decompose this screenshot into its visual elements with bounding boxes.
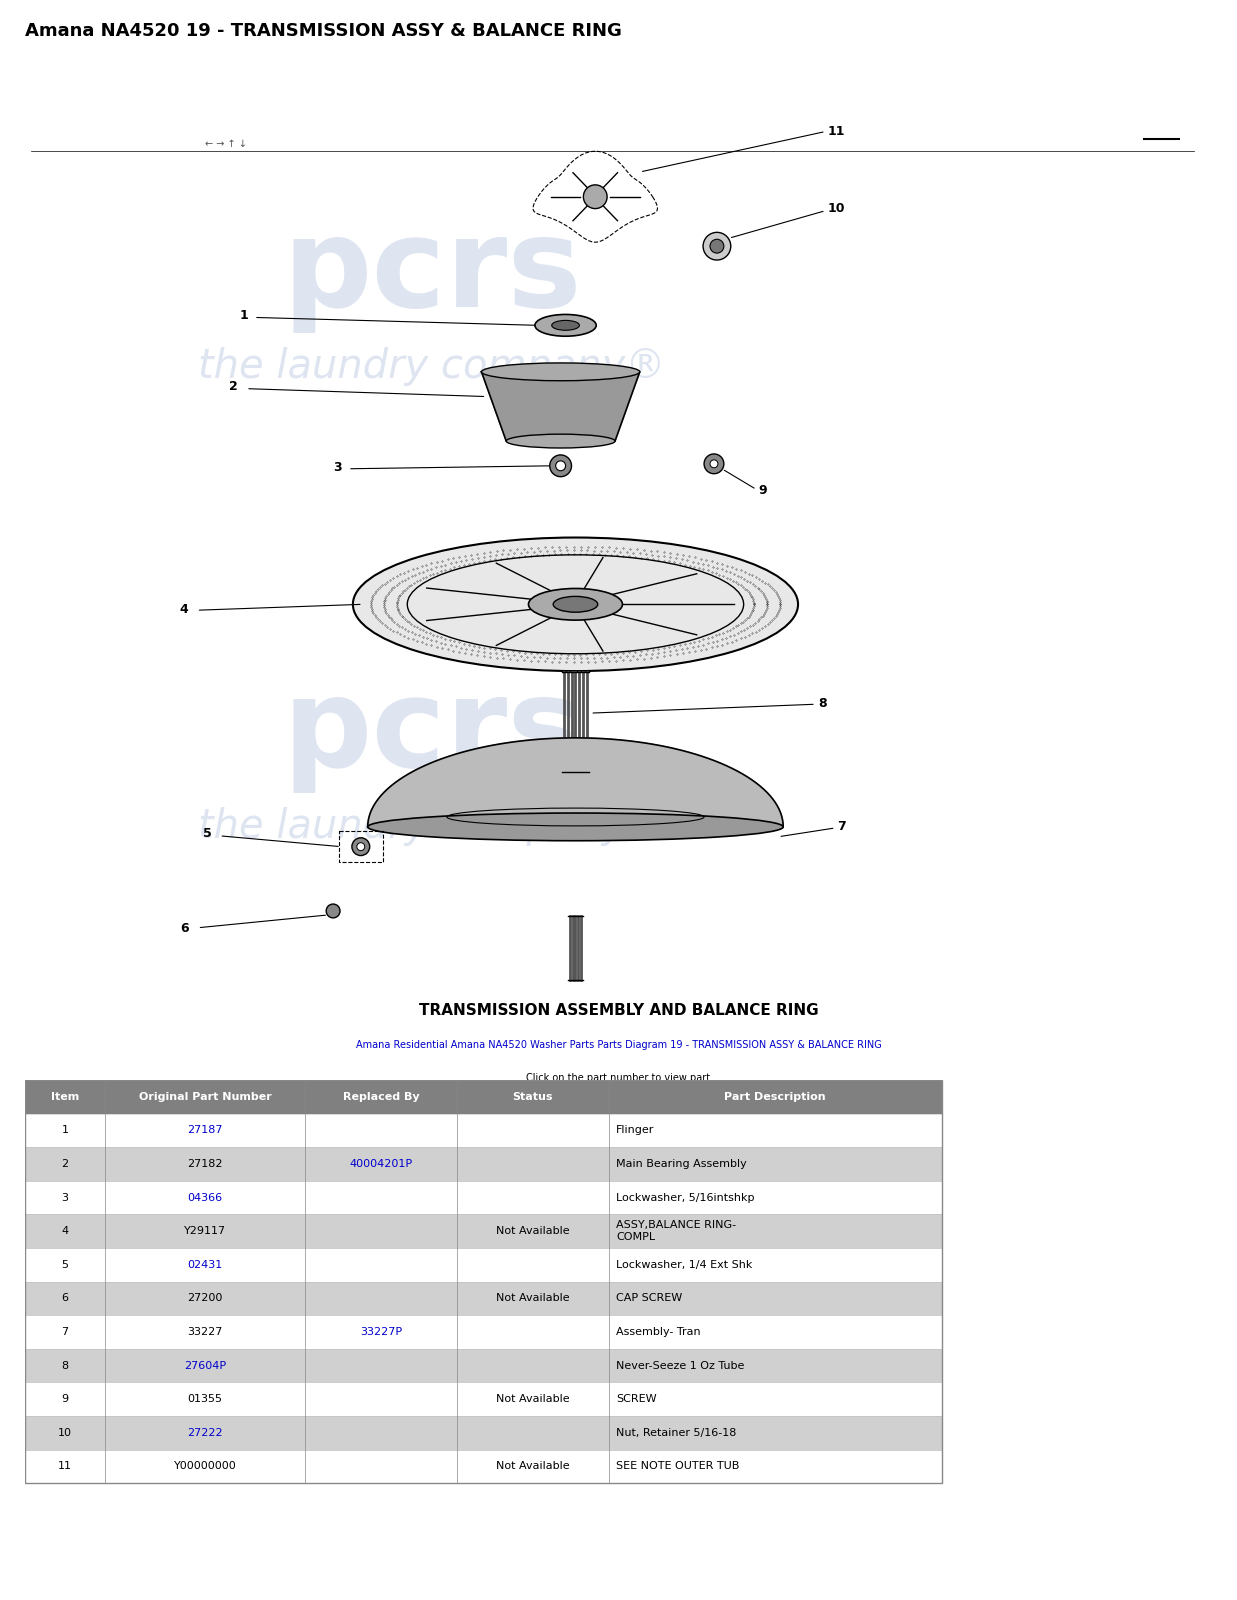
Text: Amana Residential Amana NA4520 Washer Parts Parts Diagram 19 - TRANSMISSION ASSY: Amana Residential Amana NA4520 Washer Pa…	[355, 1040, 882, 1050]
Text: 02431: 02431	[188, 1259, 223, 1270]
Ellipse shape	[481, 363, 640, 381]
Text: TRANSMISSION ASSEMBLY AND BALANCE RING: TRANSMISSION ASSEMBLY AND BALANCE RING	[418, 1003, 819, 1019]
Text: SEE NOTE OUTER TUB: SEE NOTE OUTER TUB	[616, 1461, 740, 1472]
Text: 9: 9	[62, 1394, 69, 1405]
Text: ← → ↑ ↓: ← → ↑ ↓	[204, 139, 246, 149]
Text: Not Available: Not Available	[496, 1461, 570, 1472]
Text: Main Bearing Assembly: Main Bearing Assembly	[616, 1158, 747, 1170]
Text: 2: 2	[229, 381, 238, 394]
Text: 3: 3	[333, 461, 341, 474]
Circle shape	[327, 904, 340, 918]
Ellipse shape	[534, 315, 596, 336]
Bar	[25, 1080, 941, 1483]
Text: the laundry company®: the laundry company®	[198, 806, 666, 846]
Circle shape	[351, 838, 370, 856]
Ellipse shape	[367, 813, 783, 840]
Ellipse shape	[552, 320, 579, 330]
Text: 6: 6	[62, 1293, 68, 1304]
Ellipse shape	[528, 589, 622, 621]
Text: ASSY,BALANCE RING-
COMPL: ASSY,BALANCE RING- COMPL	[616, 1221, 736, 1242]
Text: 11: 11	[58, 1461, 72, 1472]
Bar	[25, 1382, 941, 1416]
Text: 6: 6	[179, 922, 188, 936]
Circle shape	[710, 459, 717, 467]
Text: Status: Status	[513, 1091, 553, 1102]
Bar	[339, 830, 382, 862]
Text: Part Description: Part Description	[725, 1091, 826, 1102]
Text: Not Available: Not Available	[496, 1293, 570, 1304]
Polygon shape	[367, 738, 783, 827]
Text: Never-Seeze 1 Oz Tube: Never-Seeze 1 Oz Tube	[616, 1360, 745, 1371]
Polygon shape	[481, 371, 640, 442]
Text: 40004201P: 40004201P	[349, 1158, 413, 1170]
Text: 11: 11	[828, 125, 845, 138]
Text: CAP SCREW: CAP SCREW	[616, 1293, 683, 1304]
Text: 10: 10	[828, 202, 845, 214]
Text: 33227P: 33227P	[360, 1326, 402, 1338]
Text: Lockwasher, 1/4 Ext Shk: Lockwasher, 1/4 Ext Shk	[616, 1259, 752, 1270]
Text: 5: 5	[62, 1259, 68, 1270]
Text: Not Available: Not Available	[496, 1226, 570, 1237]
Bar	[25, 1147, 941, 1181]
Bar	[25, 1349, 941, 1382]
Text: the laundry company®: the laundry company®	[198, 347, 666, 386]
Text: Assembly- Tran: Assembly- Tran	[616, 1326, 700, 1338]
Text: 4: 4	[62, 1226, 69, 1237]
Circle shape	[710, 240, 724, 253]
Text: Item: Item	[51, 1091, 79, 1102]
Text: 27222: 27222	[188, 1427, 223, 1438]
Bar	[25, 1248, 941, 1282]
Text: 7: 7	[62, 1326, 69, 1338]
Text: 1: 1	[62, 1125, 68, 1136]
Bar	[25, 1181, 941, 1214]
Text: 4: 4	[179, 603, 188, 616]
Circle shape	[704, 454, 724, 474]
Text: pcrs: pcrs	[282, 213, 581, 333]
Text: pcrs: pcrs	[282, 672, 581, 794]
Circle shape	[703, 232, 731, 261]
Bar	[25, 1416, 941, 1450]
Text: 1: 1	[239, 309, 247, 322]
Text: Y00000000: Y00000000	[174, 1461, 236, 1472]
Bar	[25, 1114, 941, 1147]
Text: Y29117: Y29117	[184, 1226, 226, 1237]
Text: 8: 8	[818, 696, 826, 710]
Text: 2: 2	[62, 1158, 69, 1170]
Text: 01355: 01355	[188, 1394, 223, 1405]
Text: 7: 7	[837, 821, 846, 834]
Bar	[25, 1450, 941, 1483]
Text: Amana NA4520 19 - TRANSMISSION ASSY & BALANCE RING: Amana NA4520 19 - TRANSMISSION ASSY & BA…	[25, 22, 622, 40]
Text: 27604P: 27604P	[184, 1360, 226, 1371]
Bar	[25, 1315, 941, 1349]
Ellipse shape	[353, 538, 798, 670]
Text: 10: 10	[58, 1427, 72, 1438]
Circle shape	[356, 843, 365, 851]
Circle shape	[584, 186, 607, 208]
Text: 9: 9	[758, 485, 767, 498]
Ellipse shape	[553, 597, 597, 613]
Text: SCREW: SCREW	[616, 1394, 657, 1405]
Text: 3: 3	[62, 1192, 68, 1203]
Text: Flinger: Flinger	[616, 1125, 654, 1136]
Text: 27182: 27182	[188, 1158, 223, 1170]
Text: 33227: 33227	[188, 1326, 223, 1338]
Text: Original Part Number: Original Part Number	[139, 1091, 272, 1102]
Bar	[25, 1214, 941, 1248]
Circle shape	[555, 461, 565, 470]
Text: 5: 5	[203, 827, 212, 840]
Text: Lockwasher, 5/16intshkp: Lockwasher, 5/16intshkp	[616, 1192, 755, 1203]
Text: 27200: 27200	[188, 1293, 223, 1304]
Text: 04366: 04366	[188, 1192, 223, 1203]
Circle shape	[549, 454, 571, 477]
Text: Not Available: Not Available	[496, 1394, 570, 1405]
Bar	[25, 1080, 941, 1114]
Bar	[25, 1282, 941, 1315]
Text: Replaced By: Replaced By	[343, 1091, 419, 1102]
Text: 27187: 27187	[188, 1125, 223, 1136]
Text: Nut, Retainer 5/16-18: Nut, Retainer 5/16-18	[616, 1427, 736, 1438]
Text: 8: 8	[62, 1360, 69, 1371]
Ellipse shape	[506, 434, 615, 448]
Text: Click on the part number to view part: Click on the part number to view part	[527, 1074, 710, 1083]
